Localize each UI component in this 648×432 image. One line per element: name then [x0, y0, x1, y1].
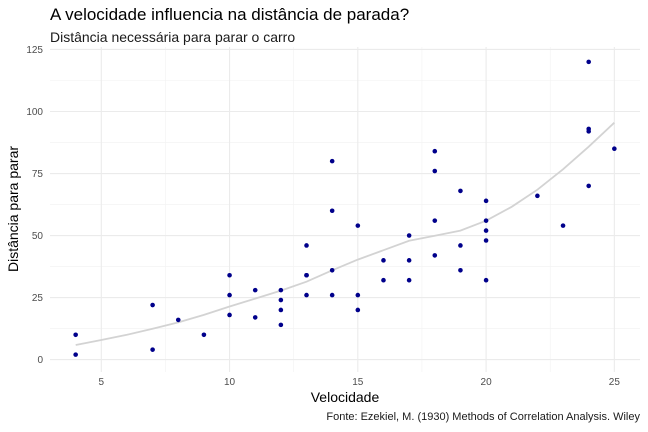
data-point	[612, 146, 617, 152]
smooth-trend-line	[75, 122, 615, 346]
data-point	[252, 315, 258, 320]
data-point	[586, 183, 591, 189]
data-point	[406, 233, 412, 238]
data-point	[329, 158, 335, 164]
data-point	[175, 317, 181, 323]
y-axis-ticks: 0 25 50 75 100 125	[26, 45, 43, 366]
y-tick-label: 25	[32, 293, 44, 304]
data-point	[150, 302, 155, 308]
y-tick-label: 125	[26, 45, 43, 56]
data-point	[406, 277, 412, 283]
x-tick-label: 15	[352, 377, 364, 388]
data-point	[458, 188, 463, 194]
data-point	[150, 347, 155, 352]
data-point	[304, 272, 309, 278]
data-point	[73, 352, 78, 357]
x-axis-ticks: 5 10 15 20 25	[99, 377, 621, 388]
data-point	[355, 292, 361, 298]
major-gridlines	[50, 47, 640, 372]
data-point	[227, 292, 232, 298]
minor-gridlines	[50, 47, 640, 372]
chart-caption: Fonte: Ezekiel, M. (1930) Methods of Cor…	[326, 411, 640, 423]
y-tick-label: 100	[26, 107, 43, 118]
data-point	[381, 277, 386, 283]
data-point	[483, 228, 489, 233]
y-tick-label: 50	[32, 231, 44, 242]
smooth-layer	[75, 122, 615, 346]
data-point	[355, 307, 361, 313]
data-point	[560, 223, 566, 228]
data-point	[227, 272, 232, 278]
data-point	[304, 243, 309, 248]
data-point	[73, 332, 78, 338]
x-tick-label: 5	[99, 377, 105, 388]
data-point	[201, 332, 207, 338]
data-point	[432, 218, 438, 223]
x-tick-label: 10	[224, 377, 236, 388]
chart-subtitle: Distância necessária para parar o carro	[50, 29, 296, 45]
data-point	[483, 277, 489, 283]
data-point	[458, 243, 463, 248]
data-point	[329, 292, 335, 298]
data-point	[432, 168, 438, 174]
chart-title: A velocidade influencia na distância de …	[50, 5, 410, 24]
data-point	[586, 126, 591, 132]
data-point	[252, 287, 258, 293]
points-layer	[73, 59, 617, 357]
y-axis-title: Distância para parar	[5, 146, 21, 272]
y-tick-label: 75	[32, 169, 44, 180]
data-point	[586, 59, 591, 65]
data-point	[278, 322, 284, 328]
data-point	[483, 238, 489, 243]
data-point	[483, 198, 489, 204]
data-point	[432, 148, 438, 154]
x-tick-label: 20	[481, 377, 493, 388]
data-point	[278, 297, 284, 303]
data-point	[278, 287, 284, 293]
data-point	[304, 292, 309, 298]
x-axis-title: Velocidade	[311, 389, 380, 405]
data-point	[355, 223, 361, 228]
data-point	[406, 258, 412, 263]
data-point	[227, 312, 232, 318]
data-point	[329, 208, 335, 214]
x-tick-label: 25	[609, 377, 621, 388]
data-point	[483, 218, 489, 223]
data-point	[432, 253, 438, 258]
data-point	[329, 267, 335, 273]
data-point	[381, 258, 386, 263]
data-point	[458, 267, 463, 273]
data-point	[535, 193, 540, 199]
y-tick-label: 0	[37, 355, 43, 366]
data-point	[278, 307, 284, 313]
